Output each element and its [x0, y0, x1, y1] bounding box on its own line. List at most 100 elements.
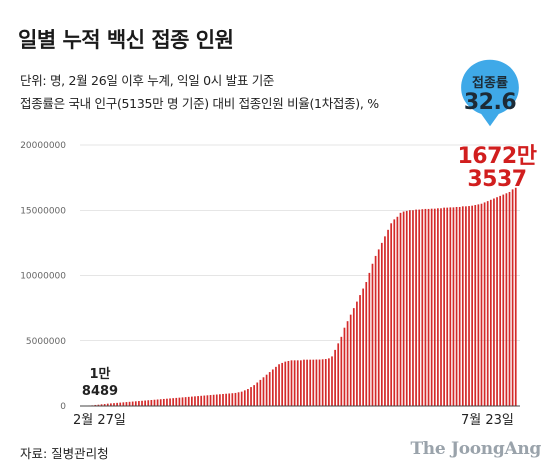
- bar: [349, 314, 352, 406]
- bar: [116, 402, 118, 406]
- first-value-line1: 1만: [89, 367, 111, 382]
- bar: [243, 390, 246, 406]
- bar: [197, 396, 199, 406]
- bar: [437, 208, 439, 406]
- bar: [315, 359, 318, 406]
- bar: [374, 255, 377, 406]
- bar: [440, 208, 442, 406]
- bar: [359, 295, 361, 406]
- bar: [106, 403, 109, 406]
- bar: [430, 208, 433, 406]
- bar: [284, 361, 287, 406]
- bar: [287, 360, 290, 406]
- bar: [393, 219, 396, 406]
- subtitle-rate-note: 접종률은 국내 인구(5135만 명 기준) 대비 접종인원 비율(1차접종),…: [20, 96, 379, 111]
- bar: [200, 395, 203, 406]
- bar: [156, 399, 159, 406]
- bar: [169, 398, 171, 406]
- bar: [187, 396, 190, 406]
- bar: [471, 205, 473, 406]
- bar: [324, 359, 327, 406]
- bar: [346, 321, 349, 406]
- bar: [340, 336, 343, 406]
- bar: [234, 392, 237, 406]
- bar: [362, 288, 364, 406]
- y-tick-label: 0: [60, 402, 66, 412]
- bar: [181, 397, 184, 406]
- bar: [384, 236, 386, 406]
- bar: [253, 385, 255, 406]
- bar: [219, 394, 221, 406]
- y-tick-label: 5000000: [26, 337, 66, 347]
- bar: [380, 242, 383, 406]
- first-value-line2: 8489: [81, 384, 119, 399]
- bar: [493, 198, 495, 406]
- bar: [110, 403, 112, 406]
- bar: [296, 360, 299, 406]
- bar: [271, 369, 274, 406]
- bar: [159, 399, 162, 406]
- x-tick-end: 7월 23일: [461, 413, 514, 428]
- bar: [166, 398, 168, 406]
- y-axis-tick-labels: 0 5000000 10000000 15000000 20000000: [20, 141, 66, 412]
- bar: [184, 397, 187, 406]
- bar: [421, 209, 424, 406]
- bar: [396, 216, 399, 406]
- bar: [231, 393, 234, 406]
- bar: [452, 207, 455, 406]
- bar: [489, 199, 492, 406]
- page-title: 일별 누적 백신 접종 인원: [18, 28, 234, 52]
- bar: [306, 359, 308, 406]
- bar: [178, 397, 181, 406]
- bar: [356, 301, 358, 406]
- bar: [486, 201, 489, 406]
- vaccination-rate-label: 접종률: [472, 76, 508, 91]
- bar: [215, 394, 218, 406]
- last-value-line2: 3537: [467, 167, 527, 192]
- bar: [412, 210, 414, 406]
- bar: [275, 366, 277, 406]
- bar: [424, 208, 427, 406]
- vaccination-rate-value: 32.6: [463, 90, 517, 115]
- bar: [256, 382, 259, 406]
- bar: [371, 263, 374, 406]
- bar: [222, 393, 224, 406]
- bar: [237, 392, 240, 406]
- bar: [206, 395, 209, 406]
- bar: [131, 401, 134, 406]
- bar: [209, 395, 212, 406]
- brand-logo: The JoongAng: [410, 439, 541, 459]
- last-value-annotation: 1672만 3537: [452, 145, 542, 191]
- bar: [499, 195, 502, 406]
- subtitle-units: 단위: 명, 2월 26일 이후 누계, 익일 0시 발표 기준: [20, 73, 275, 88]
- bar: [402, 211, 405, 406]
- bar: [387, 229, 389, 406]
- y-tick-label: 20000000: [20, 141, 66, 151]
- bar: [122, 402, 125, 406]
- bar: [508, 191, 511, 406]
- bar: [175, 397, 178, 406]
- y-tick-label: 15000000: [20, 206, 66, 216]
- bar: [474, 205, 477, 406]
- bar: [496, 197, 498, 406]
- bar: [147, 400, 150, 406]
- bar: [446, 207, 449, 406]
- bar: [290, 360, 293, 406]
- bar: [505, 193, 508, 406]
- bar: [312, 359, 315, 406]
- bar: [278, 364, 280, 406]
- bar: [240, 391, 243, 406]
- bar: [247, 389, 249, 406]
- bar: [300, 360, 302, 406]
- bar: [318, 359, 321, 406]
- vaccination-rate-badge-pin: [461, 59, 519, 127]
- bar: [483, 202, 486, 406]
- bar: [259, 379, 262, 406]
- bar: [103, 404, 106, 406]
- bar: [153, 399, 156, 406]
- bar: [321, 359, 324, 406]
- bar: [427, 208, 430, 406]
- bars: [82, 187, 517, 407]
- bar: [138, 401, 140, 406]
- bar: [250, 387, 252, 406]
